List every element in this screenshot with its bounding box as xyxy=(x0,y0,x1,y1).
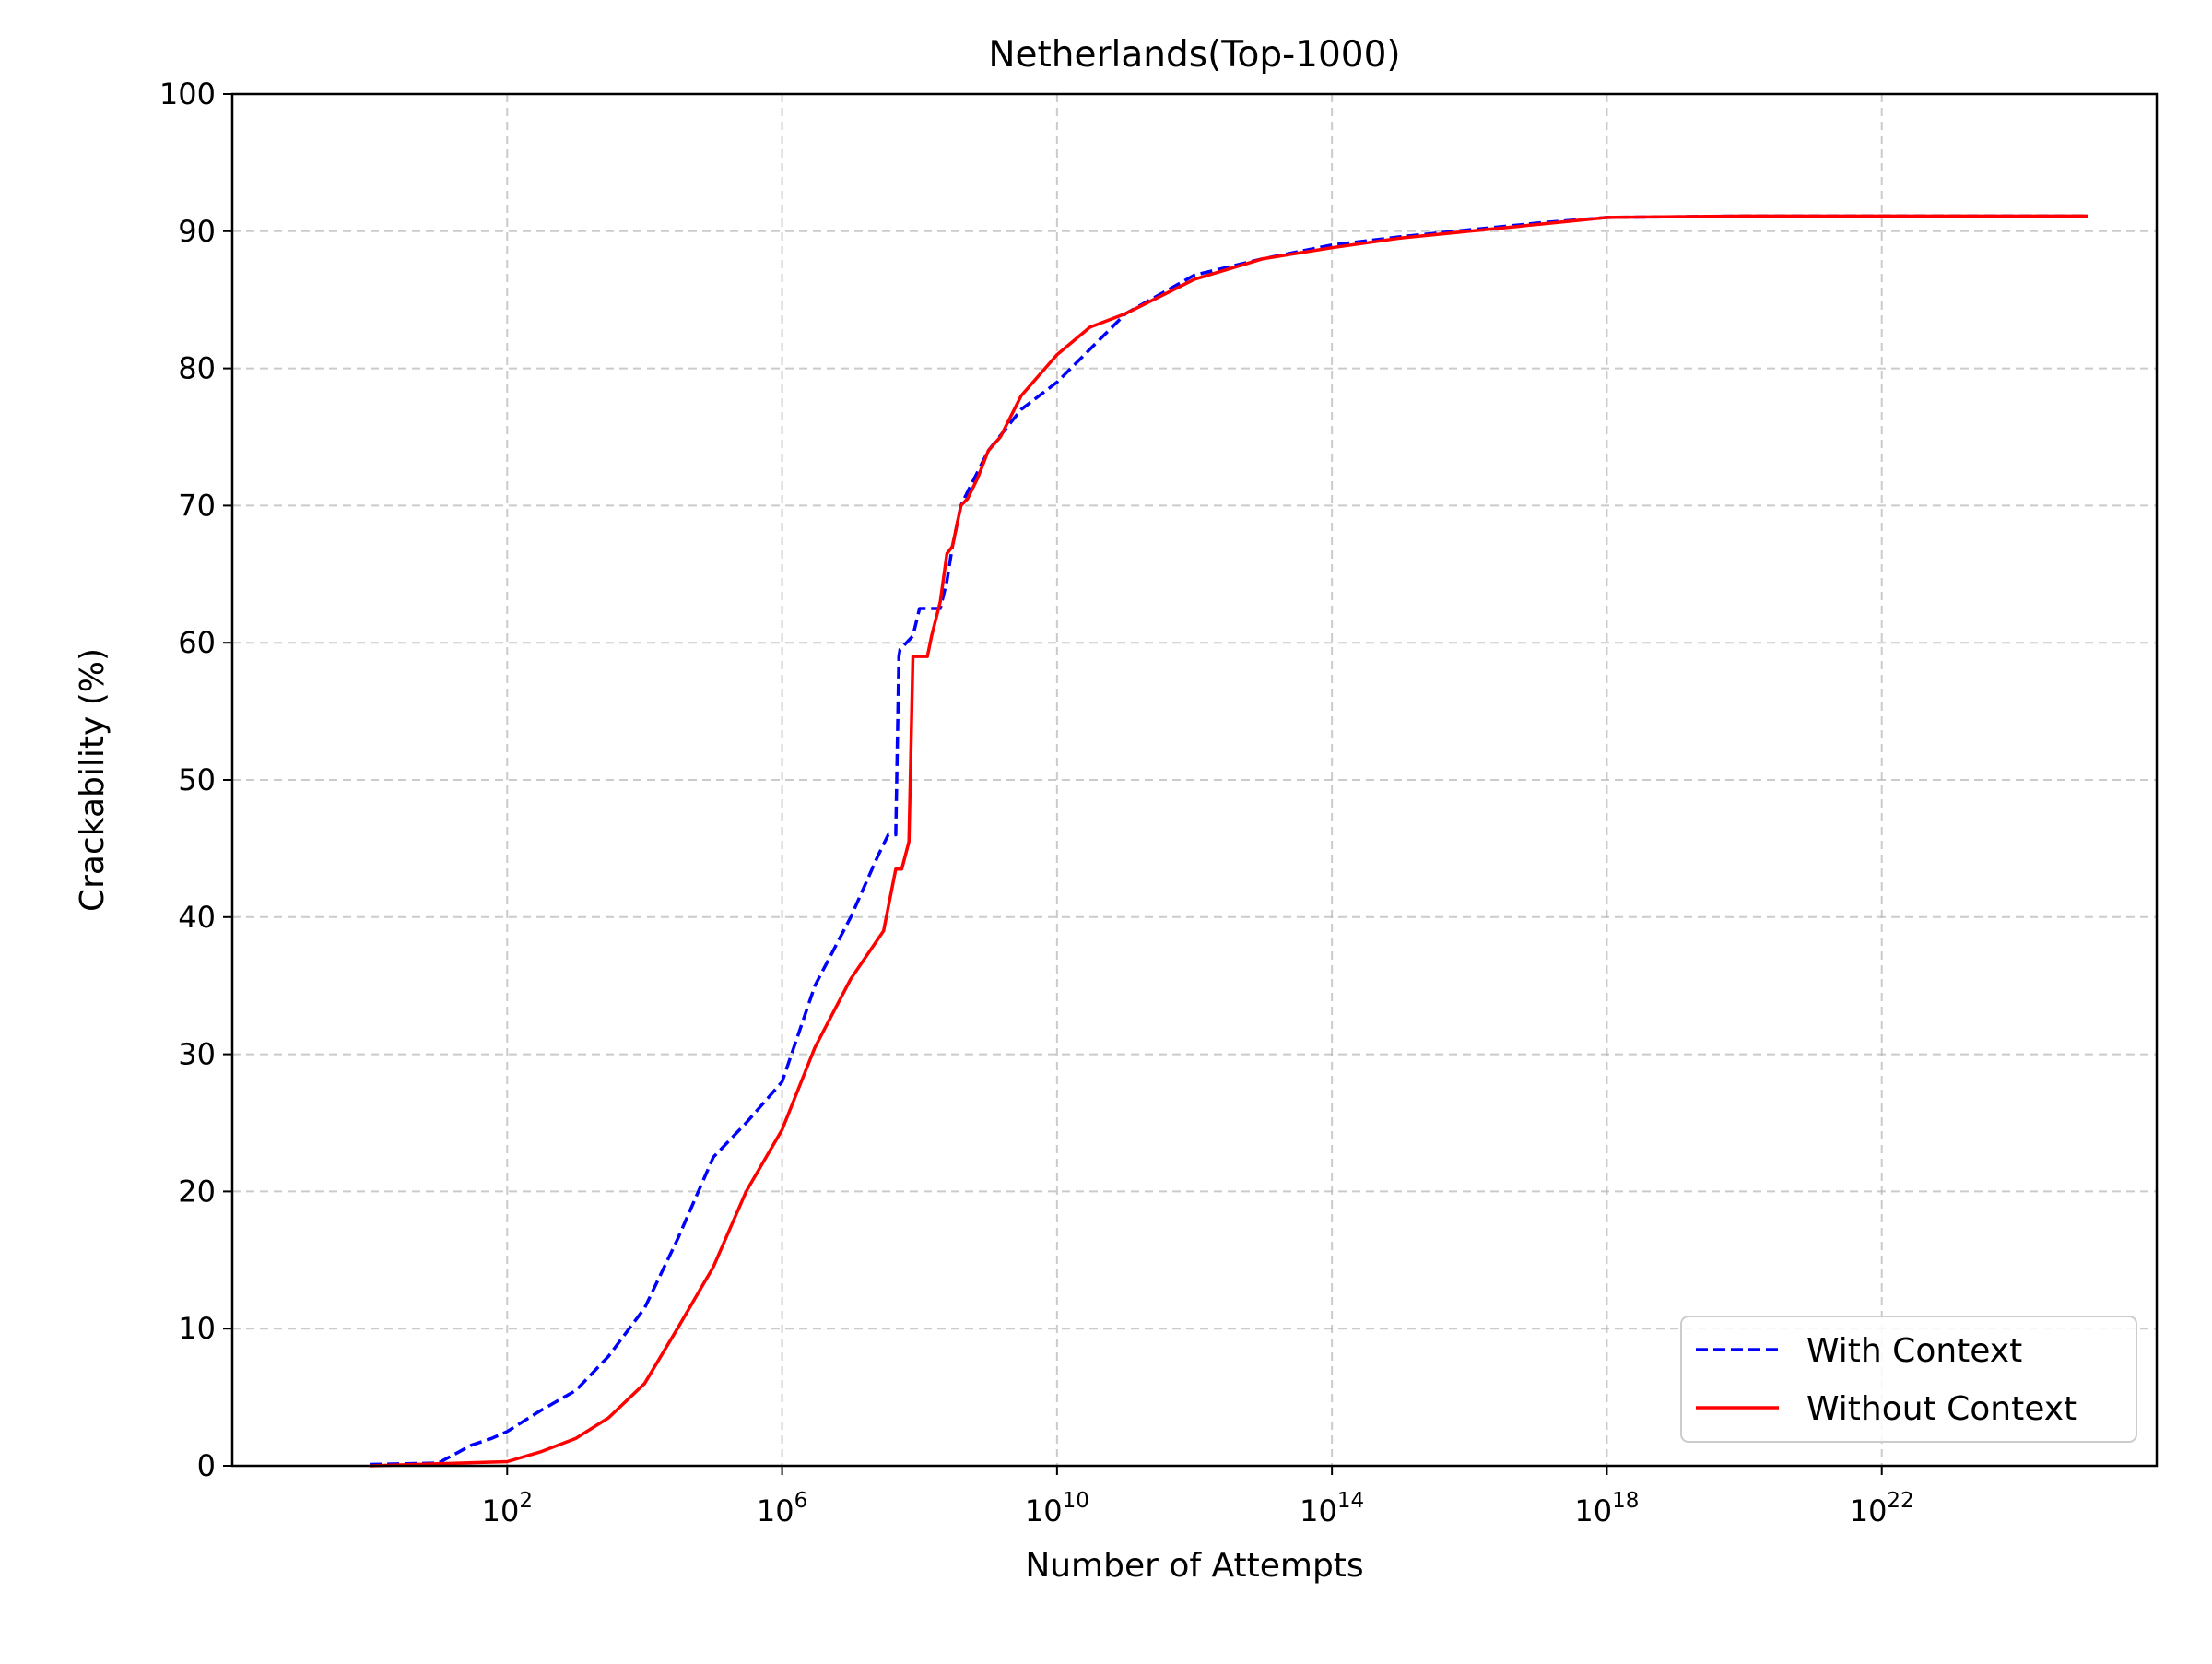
x-axis-ticks: 102 106 1010 1014 1018 1022 xyxy=(482,1466,1914,1528)
legend-label-without-context: Without Context xyxy=(1806,1390,2077,1428)
x-tick-label: 1010 xyxy=(1025,1489,1089,1528)
x-tick-label: 1018 xyxy=(1574,1489,1639,1528)
legend: With Context Without Context xyxy=(1680,1316,2137,1443)
y-tick-label: 30 xyxy=(178,1037,216,1072)
y-tick-label: 50 xyxy=(178,762,216,797)
x-tick-label: 1022 xyxy=(1850,1489,1914,1528)
y-tick-label: 10 xyxy=(178,1311,216,1346)
y-tick-label: 80 xyxy=(178,351,216,386)
x-tick-label: 106 xyxy=(757,1489,807,1528)
series-layer xyxy=(370,214,2088,1468)
legend-box xyxy=(1680,1316,2137,1443)
y-tick-label: 40 xyxy=(178,900,216,935)
x-tick-label: 1014 xyxy=(1300,1489,1364,1528)
y-tick-label: 70 xyxy=(178,488,216,523)
series-line-without-context xyxy=(370,214,2088,1468)
grid xyxy=(232,94,2157,1466)
chart-title: Netherlands(Top-1000) xyxy=(988,34,1400,76)
y-tick-label: 60 xyxy=(178,625,216,660)
legend-label-with-context: With Context xyxy=(1806,1332,2022,1370)
y-tick-label: 100 xyxy=(159,77,216,112)
y-tick-label: 90 xyxy=(178,214,216,249)
x-axis-label: Number of Attempts xyxy=(1025,1547,1363,1585)
y-axis-label: Crackability (%) xyxy=(74,648,112,912)
y-axis-ticks: 0 10 20 30 40 50 60 70 80 90 100 xyxy=(159,77,232,1483)
x-tick-label: 102 xyxy=(482,1489,533,1528)
y-tick-label: 0 xyxy=(197,1448,216,1483)
y-tick-label: 20 xyxy=(178,1174,216,1209)
